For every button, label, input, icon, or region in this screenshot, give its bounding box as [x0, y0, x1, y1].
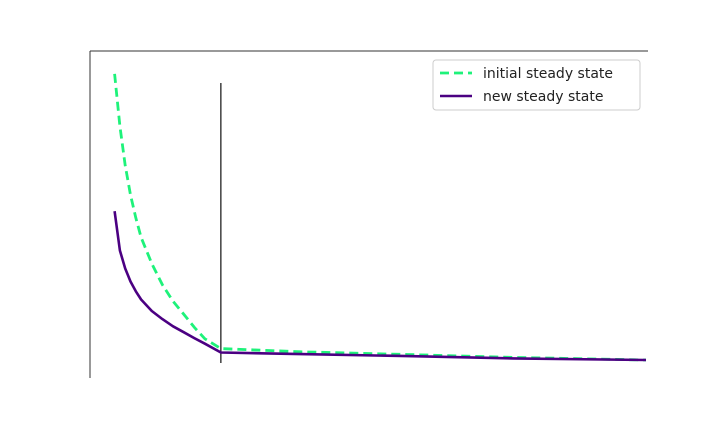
legend-label-initial-steady-state: initial steady state [483, 66, 613, 82]
legend: initial steady state new steady state [432, 59, 641, 111]
plot-area [113, 73, 647, 363]
axes-spines [89, 50, 648, 378]
series-line-initial-steady-state [113, 73, 647, 362]
series-line-new-steady-state [113, 211, 647, 362]
legend-label-new-steady-state: new steady state [483, 89, 603, 105]
legend-box [432, 59, 641, 111]
